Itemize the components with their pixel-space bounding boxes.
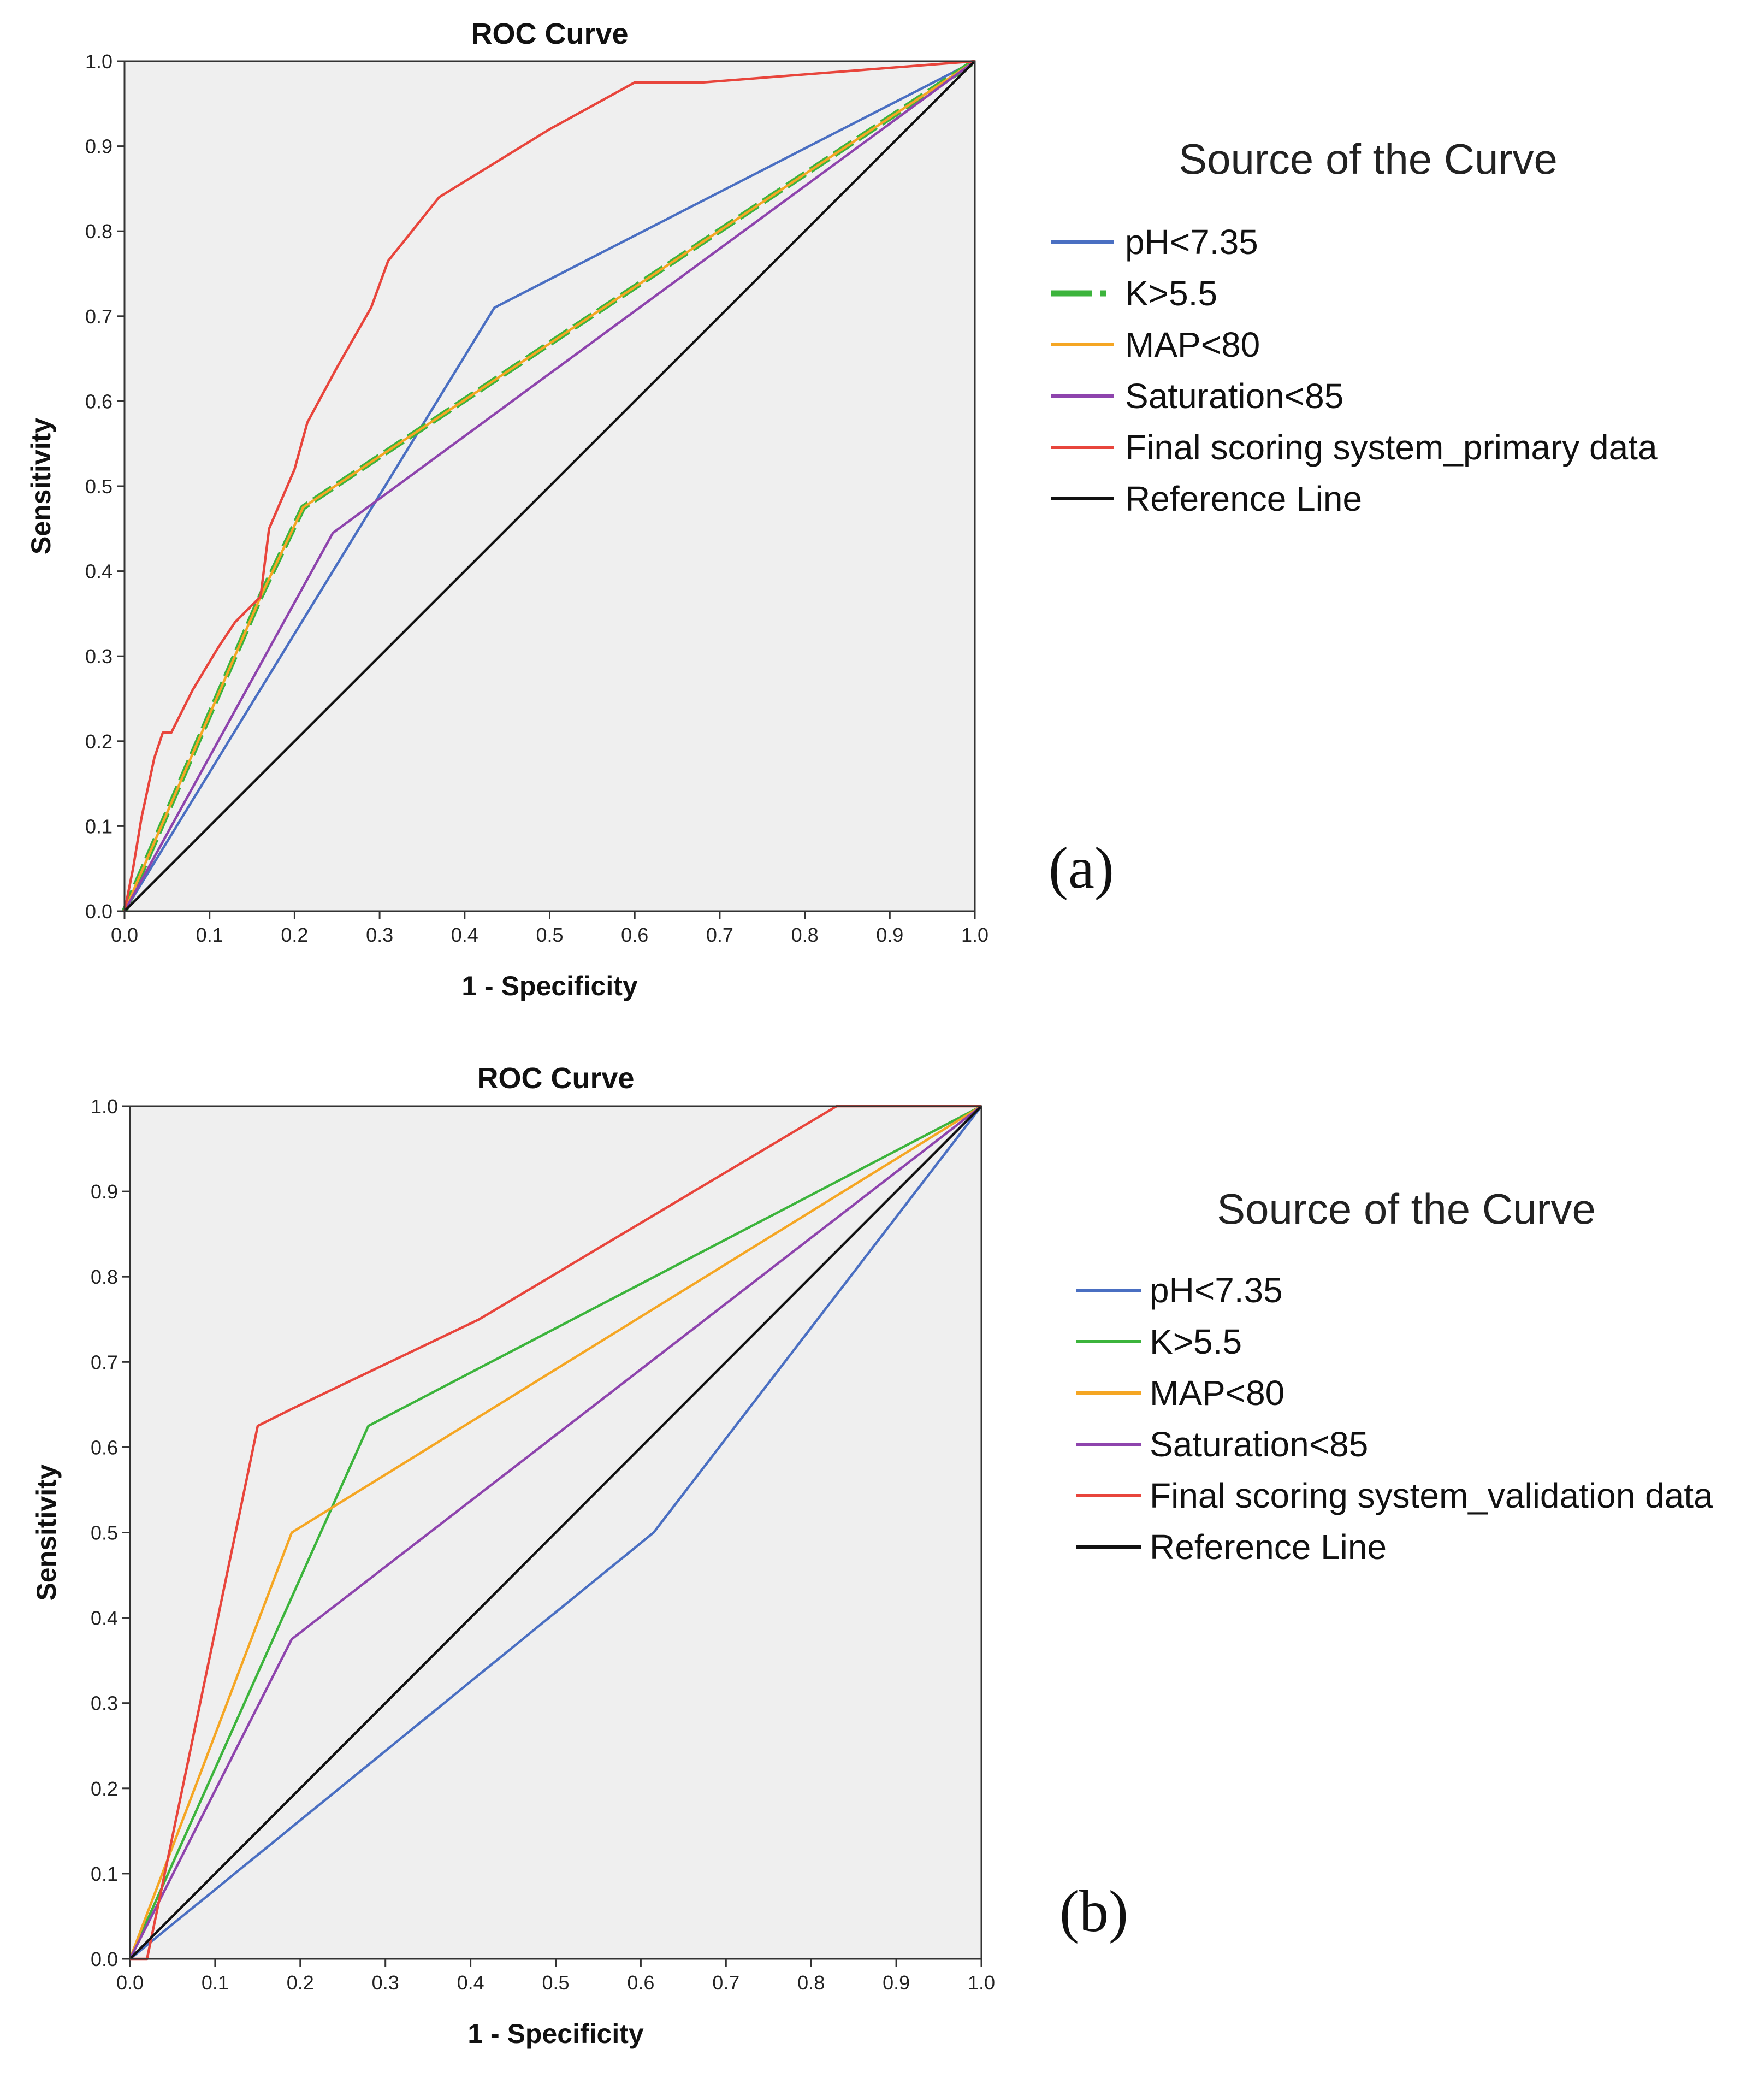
legend-entry-label: K>5.5 <box>1150 1322 1242 1361</box>
legend-entry-label: Final scoring system_primary data <box>1125 428 1658 467</box>
x-tick-label: 0.4 <box>451 924 478 946</box>
y-tick-label: 0.6 <box>91 1436 118 1459</box>
x-tick-label: 1.0 <box>961 924 988 946</box>
legend-entry-label: Saturation<85 <box>1150 1425 1368 1464</box>
legend-entry-label: pH<7.35 <box>1125 222 1258 262</box>
y-tick-label: 0.5 <box>91 1522 118 1544</box>
series-line-reference-line <box>129 1105 982 1960</box>
x-tick-label: 0.9 <box>876 924 903 946</box>
x-axis-label: 1 - Specificity <box>467 2018 644 2049</box>
legend-title: Source of the Curve <box>1217 1185 1596 1233</box>
x-tick-label: 0.6 <box>627 1971 654 1994</box>
legend-entry-label: MAP<80 <box>1150 1373 1284 1413</box>
y-tick-label: 0.3 <box>91 1692 118 1715</box>
series-line-saturation-85 <box>123 60 976 912</box>
chart-title: ROC Curve <box>471 17 628 50</box>
x-tick-label: 0.4 <box>457 1971 484 1994</box>
y-tick-label: 0.0 <box>91 1948 118 1970</box>
x-tick-label: 0.0 <box>111 924 138 946</box>
y-tick-label: 0.8 <box>91 1266 118 1288</box>
x-tick-label: 0.3 <box>366 924 393 946</box>
x-tick-label: 0.6 <box>621 924 648 946</box>
legend-entry-label: Reference Line <box>1125 479 1362 518</box>
y-tick-label: 0.5 <box>85 475 113 498</box>
chart-title: ROC Curve <box>477 1062 634 1095</box>
y-axis-label: Sensitivity <box>26 418 56 554</box>
x-tick-label: 0.0 <box>116 1971 144 1994</box>
legend-entry-label: K>5.5 <box>1125 274 1217 313</box>
x-tick-label: 0.9 <box>883 1971 910 1994</box>
legend: Source of the Curve pH<7.35 K>5.5 MAP<80 Sat… <box>1076 1185 1713 1567</box>
y-axis-label: Sensitivity <box>31 1464 62 1601</box>
series-line-saturation-85 <box>128 1105 982 1960</box>
y-tick-label: 0.8 <box>85 220 113 243</box>
x-tick-label: 0.3 <box>372 1971 399 1994</box>
y-tick-label: 0.4 <box>85 560 113 583</box>
plot-border <box>123 60 976 912</box>
x-tick-label: 0.8 <box>791 924 819 946</box>
y-tick-label: 0.0 <box>85 900 113 923</box>
y-tick-label: 0.1 <box>85 815 113 837</box>
x-tick-label: 0.8 <box>797 1971 825 1994</box>
series-line-k-5-5 <box>128 1105 982 1959</box>
y-tick-label: 0.2 <box>85 730 113 753</box>
y-tick-label: 1.0 <box>91 1095 118 1118</box>
y-tick-label: 0.1 <box>91 1863 118 1885</box>
y-tick-label: 0.9 <box>91 1180 118 1203</box>
y-tick-label: 0.7 <box>85 305 113 328</box>
legend-entry-label: MAP<80 <box>1125 325 1260 364</box>
series-line-map-80 <box>128 1105 982 1959</box>
x-tick-label: 0.7 <box>706 924 733 946</box>
y-tick-label: 0.7 <box>91 1351 118 1373</box>
legend-entry-label: Reference Line <box>1150 1527 1387 1567</box>
x-tick-label: 0.2 <box>281 924 308 946</box>
legend-entry-label: pH<7.35 <box>1150 1271 1283 1310</box>
series-line-ph-7-35 <box>129 1105 982 1960</box>
x-tick-label: 0.1 <box>196 924 223 946</box>
legend: Source of the Curve pH<7.35 K>5.5 MAP<80 Sat… <box>1051 135 1658 518</box>
y-tick-label: 0.6 <box>85 390 113 412</box>
panel-label: (b) <box>1059 1879 1128 1944</box>
x-tick-label: 0.7 <box>712 1971 739 1994</box>
x-tick-label: 0.5 <box>536 924 563 946</box>
x-tick-label: 0.5 <box>542 1971 569 1994</box>
x-tick-label: 1.0 <box>968 1971 995 1994</box>
y-tick-label: 0.9 <box>85 135 113 158</box>
x-axis-label: 1 - Specificity <box>461 971 638 1001</box>
y-tick-label: 0.3 <box>85 645 113 668</box>
legend-entry-label: Saturation<85 <box>1125 376 1343 416</box>
y-tick-label: 0.4 <box>91 1607 118 1629</box>
series-line-final-scoring-system-primary-data <box>123 60 975 912</box>
plot-border <box>129 1105 982 1960</box>
y-tick-label: 1.0 <box>85 50 113 73</box>
legend-entry-label: Final scoring system_validation data <box>1150 1476 1713 1515</box>
roc-chart-panel-a: ROC Curve 0.0 0.1 0.2 0.3 0.4 0.5 0.6 0.7 0.8 0.9 1… <box>26 17 1658 1001</box>
legend-title: Source of the Curve <box>1179 135 1558 183</box>
x-tick-label: 0.2 <box>287 1971 314 1994</box>
y-tick-label: 0.2 <box>91 1778 118 1800</box>
roc-chart-panel-b: ROC Curve 0.0 0.1 0.2 0.3 0.4 0.5 0.6 0.7 0.8 0.9 1… <box>31 1062 1713 2049</box>
series-line-ph-7-35 <box>123 60 976 912</box>
series-line-map-80 <box>123 60 976 912</box>
x-tick-label: 0.1 <box>202 1971 229 1994</box>
panel-label: (a) <box>1049 836 1114 901</box>
series-line-reference-line <box>123 60 976 912</box>
